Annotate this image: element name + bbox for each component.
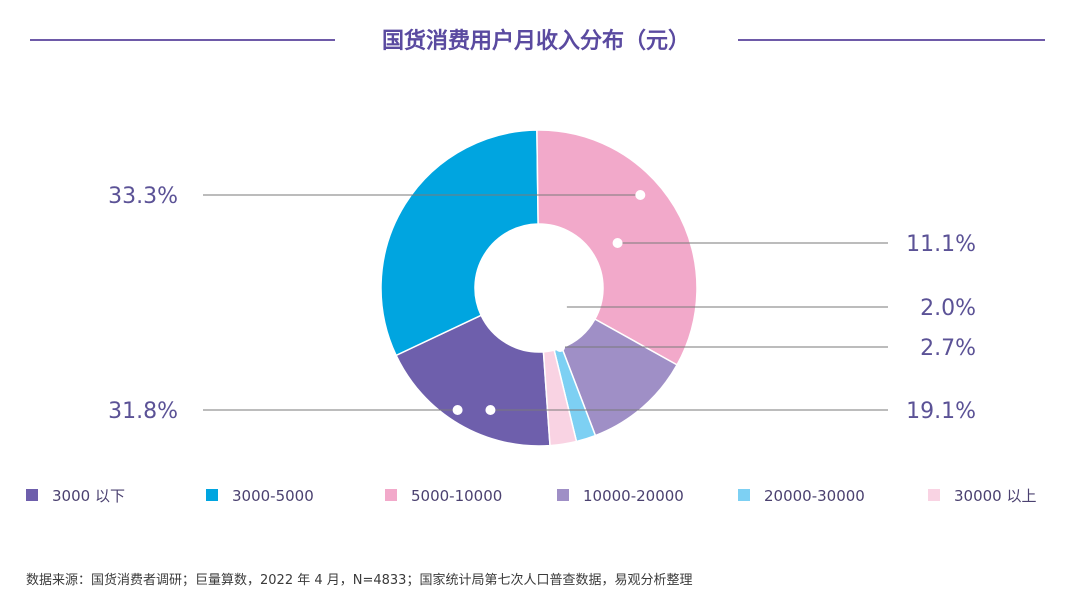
leader-dot-3000-5000 — [452, 405, 463, 415]
label-leaders: 19.1% 31.8% 33.3% 11.1% 2.0% 2.7% — [108, 184, 976, 424]
legend-swatch-10000-20000 — [557, 489, 569, 501]
value-label-over-30000: 2.7% — [920, 336, 976, 361]
leader-dot-over-30000 — [555, 342, 566, 352]
donut-slice-3000-5000 — [380, 129, 539, 357]
donut-slice-over-30000 — [542, 349, 578, 447]
legend-item-20000-30000: 20000-30000 — [738, 487, 865, 505]
chart-title: 国货消费用户月收入分布（元） — [382, 28, 690, 54]
donut-slice-under-3000 — [395, 314, 551, 447]
legend-label-10000-20000: 10000-20000 — [583, 487, 684, 505]
leader-dot-20000-30000 — [556, 302, 567, 312]
legend-item-10000-20000: 10000-20000 — [557, 487, 684, 505]
value-label-20000-30000: 2.0% — [920, 296, 976, 321]
legend-item-under-3000: 3000 以下 — [26, 487, 125, 505]
legend-swatch-under-3000 — [26, 489, 38, 501]
value-label-3000-5000: 31.8% — [108, 399, 178, 424]
legend-label-under-3000: 3000 以下 — [52, 487, 125, 505]
legend-item-over-30000: 30000 以上 — [928, 487, 1037, 505]
legend-swatch-20000-30000 — [738, 489, 750, 501]
donut-slices — [380, 129, 698, 447]
legend-swatch-3000-5000 — [206, 489, 218, 501]
leader-dot-5000-10000 — [635, 190, 646, 200]
leader-dot-under-3000 — [485, 405, 496, 415]
legend-swatch-over-30000 — [928, 489, 940, 501]
legend-label-20000-30000: 20000-30000 — [764, 487, 865, 505]
legend-item-5000-10000: 5000-10000 — [385, 487, 502, 505]
legend-label-5000-10000: 5000-10000 — [411, 487, 502, 505]
legend-swatch-5000-10000 — [385, 489, 397, 501]
legend-item-3000-5000: 3000-5000 — [206, 487, 314, 505]
source-note: 数据来源：国货消费者调研；巨量算数，2022 年 4 月，N=4833；国家统计… — [26, 572, 692, 588]
value-label-5000-10000: 33.3% — [108, 184, 178, 209]
legend-label-3000-5000: 3000-5000 — [232, 487, 314, 505]
value-label-10000-20000: 11.1% — [906, 232, 976, 257]
leader-dot-10000-20000 — [612, 238, 623, 248]
legend: 3000 以下 3000-5000 5000-10000 10000-20000 200… — [26, 487, 1037, 505]
value-label-under-3000: 19.1% — [906, 399, 976, 424]
legend-label-over-30000: 30000 以上 — [954, 487, 1037, 505]
